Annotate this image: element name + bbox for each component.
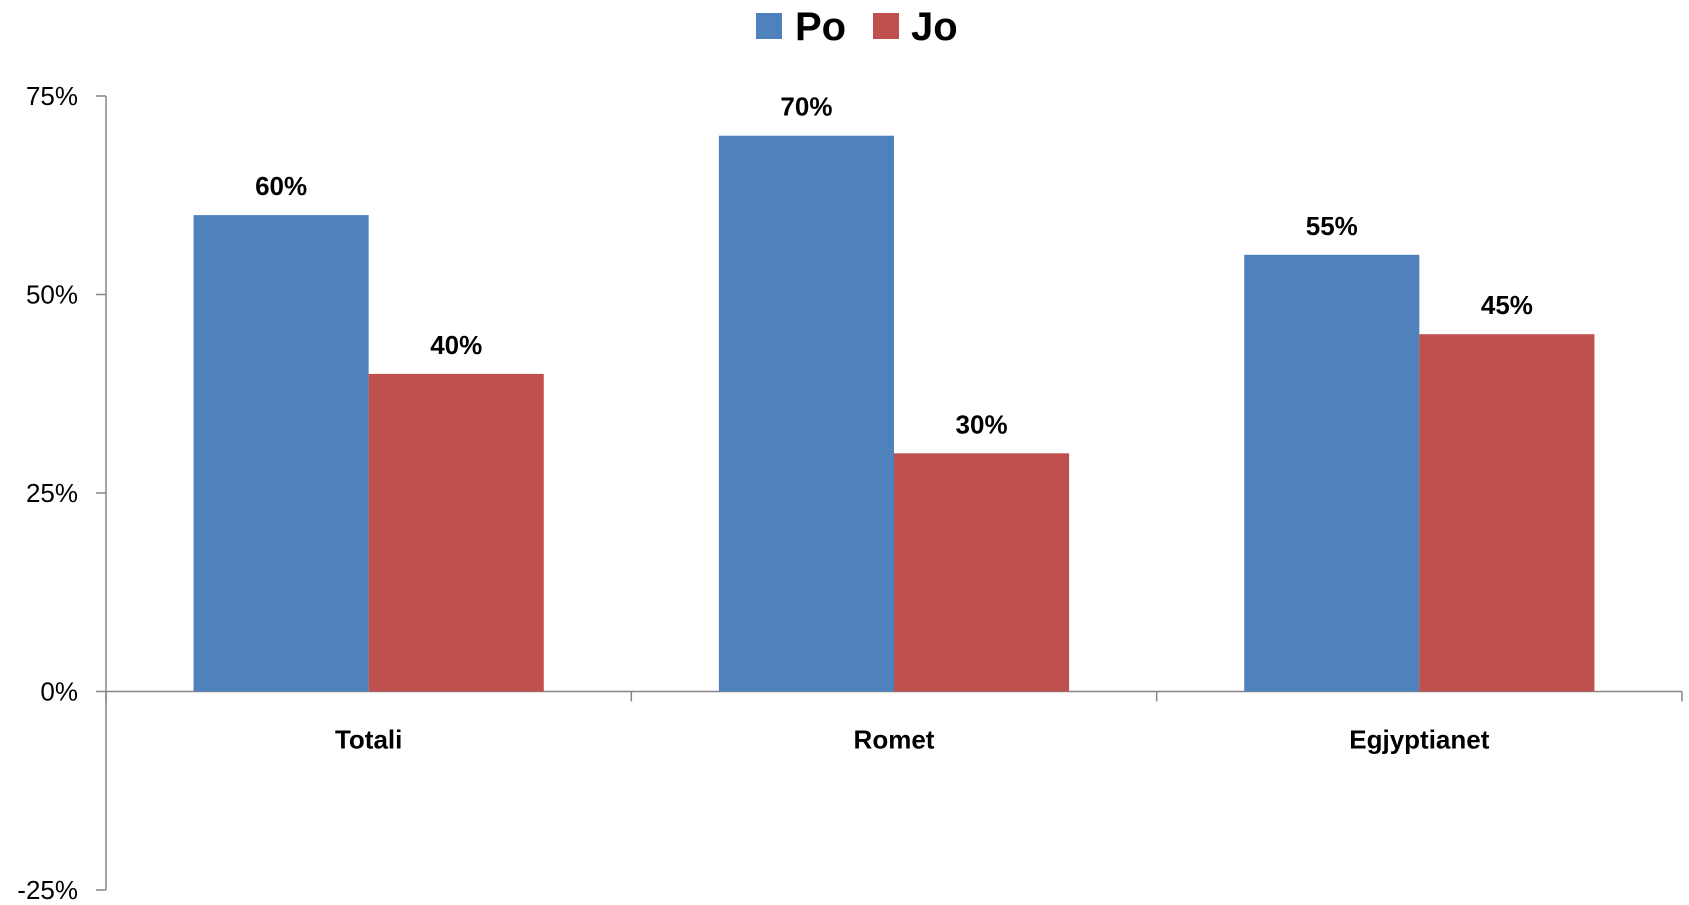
data-label: 70% [780,92,832,122]
data-labels: 60% 40% 70% 30% 55% 45% [255,92,1533,440]
bar-jo-egjyptianet [1419,334,1595,692]
data-label: 55% [1306,211,1358,241]
data-label: 40% [430,330,482,360]
y-tick-label: 50% [26,280,78,310]
category-label: Totali [335,725,402,755]
y-tick-label: 75% [26,81,78,111]
x-axis [105,690,1683,702]
legend-label-jo: Jo [911,5,958,49]
legend-item-po: Po [756,5,846,49]
legend-item-jo: Jo [873,5,958,49]
legend-swatch-po [756,13,782,39]
bar-po-romet [718,135,894,692]
bar-jo-totali [368,373,544,692]
y-tick-label: 25% [26,478,78,508]
y-tick-label: -25% [17,875,78,905]
legend: Po Jo [756,5,958,49]
bars [193,135,1595,692]
category-label: Romet [854,725,935,755]
data-label: 60% [255,171,307,201]
y-axis: -25% 0% 25% 50% 75% [17,81,107,905]
bar-po-totali [193,215,369,692]
y-tick-label: 0% [40,677,78,707]
legend-swatch-jo [873,13,899,39]
data-label: 45% [1481,290,1533,320]
data-label: 30% [956,409,1008,439]
bar-jo-romet [894,453,1070,692]
bar-po-egjyptianet [1244,254,1420,692]
category-labels: Totali Romet Egjyptianet [335,725,1490,755]
category-label: Egjyptianet [1349,725,1489,755]
legend-label-po: Po [795,5,846,49]
